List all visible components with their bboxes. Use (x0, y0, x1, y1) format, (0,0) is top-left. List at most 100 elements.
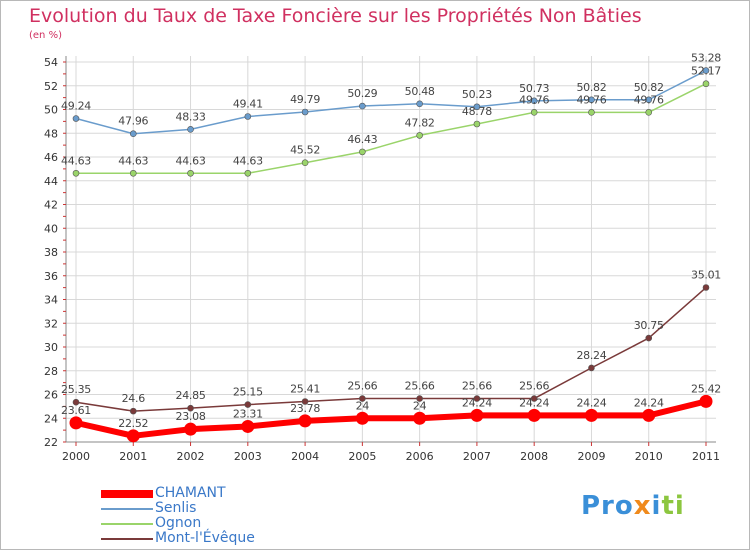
data-label: 25.42 (691, 382, 721, 395)
data-point (416, 100, 423, 108)
legend-label: Mont-l'Évêque (155, 530, 255, 546)
data-point (129, 407, 137, 415)
data-label: 30.75 (634, 319, 664, 332)
data-point (588, 96, 595, 104)
data-point (298, 414, 312, 428)
data-label: 24.85 (176, 389, 206, 402)
data-point (530, 395, 538, 402)
data-point (244, 113, 252, 120)
data-label: 44.63 (118, 154, 148, 167)
data-point (129, 169, 137, 177)
data-point (72, 398, 80, 406)
data-point (187, 404, 194, 412)
data-point (645, 109, 653, 116)
data-label: 44.63 (61, 154, 91, 167)
y-tick-label: 42 (44, 199, 58, 212)
data-point (126, 429, 140, 443)
data-label: 50.23 (462, 88, 492, 101)
data-label: 52.17 (691, 65, 721, 78)
data-label: 23.61 (61, 404, 91, 417)
y-tick-label: 34 (44, 294, 58, 307)
data-label: 25.66 (347, 380, 377, 393)
data-point (359, 102, 366, 110)
data-point (416, 395, 423, 402)
chart-title: Evolution du Taux de Taxe Foncière sur l… (29, 5, 642, 27)
data-label: 44.63 (176, 154, 206, 167)
data-point (187, 126, 194, 133)
y-tick-label: 40 (44, 222, 58, 235)
legend-swatch (101, 490, 153, 498)
data-point (359, 395, 366, 402)
y-tick-label: 38 (44, 246, 58, 259)
data-label: 50.82 (634, 81, 664, 94)
data-point (184, 422, 198, 436)
data-label: 35.01 (691, 269, 721, 282)
data-label: 53.28 (691, 52, 721, 65)
data-label: 24.6 (122, 392, 146, 405)
y-tick-label: 50 (44, 104, 58, 117)
data-point (645, 96, 653, 104)
data-label: 24 (356, 399, 370, 412)
data-label: 50.82 (576, 81, 606, 94)
data-point (244, 401, 252, 408)
data-label: 25.66 (405, 380, 435, 393)
data-point (473, 103, 481, 111)
data-label: 24.24 (519, 396, 549, 409)
data-point (699, 394, 713, 408)
x-tick-label: 2010 (635, 450, 663, 463)
data-point (588, 109, 595, 116)
data-point (301, 108, 309, 116)
legend-swatch (101, 508, 153, 510)
series-line-3 (75, 286, 707, 412)
data-point (702, 67, 710, 74)
x-tick-label: 2002 (177, 450, 205, 463)
data-point (473, 395, 481, 402)
data-label: 49.41 (233, 98, 263, 111)
x-tick-label: 2001 (119, 450, 147, 463)
data-label: 22.52 (118, 417, 148, 430)
legend-label: CHAMANT (155, 485, 226, 501)
y-tick-label: 54 (44, 56, 58, 69)
legend-label: Senlis (155, 500, 197, 516)
y-unit-label: (en %) (29, 30, 62, 41)
data-label: 24 (413, 399, 427, 412)
data-label: 49.79 (290, 93, 320, 106)
data-label: 50.73 (519, 82, 549, 95)
data-point (244, 169, 252, 177)
data-label: 49.76 (634, 93, 664, 106)
data-point (588, 364, 595, 372)
data-point (129, 130, 137, 138)
y-tick-label: 46 (44, 151, 58, 164)
data-label: 24.24 (634, 396, 664, 409)
x-tick-label: 2008 (520, 450, 548, 463)
y-tick-label: 22 (44, 436, 58, 449)
x-tick-label: 2009 (577, 450, 605, 463)
data-point (187, 169, 194, 177)
data-point (645, 334, 653, 342)
series-line-0 (75, 398, 707, 439)
data-point (413, 411, 427, 425)
data-point (359, 148, 366, 156)
data-point (470, 408, 484, 422)
data-label: 49.24 (61, 100, 91, 113)
data-label: 50.29 (347, 87, 377, 100)
data-label: 23.31 (233, 407, 263, 420)
x-tick-label: 2007 (463, 450, 491, 463)
data-point (72, 169, 80, 177)
x-tick-label: 2003 (234, 450, 262, 463)
data-point (702, 80, 710, 88)
data-point (530, 97, 538, 105)
x-tick-label: 2004 (291, 450, 319, 463)
data-point (416, 132, 423, 139)
y-tick-label: 26 (44, 389, 58, 402)
data-label: 48.33 (176, 110, 206, 123)
data-point (355, 411, 369, 425)
y-tick-label: 36 (44, 270, 58, 283)
data-point (69, 416, 83, 430)
data-label: 47.96 (118, 115, 148, 128)
data-label: 25.15 (233, 386, 263, 399)
data-point (642, 408, 656, 422)
proxiti-logo: Proxiti (581, 491, 685, 521)
data-point (301, 159, 309, 166)
x-tick-label: 2006 (406, 450, 434, 463)
